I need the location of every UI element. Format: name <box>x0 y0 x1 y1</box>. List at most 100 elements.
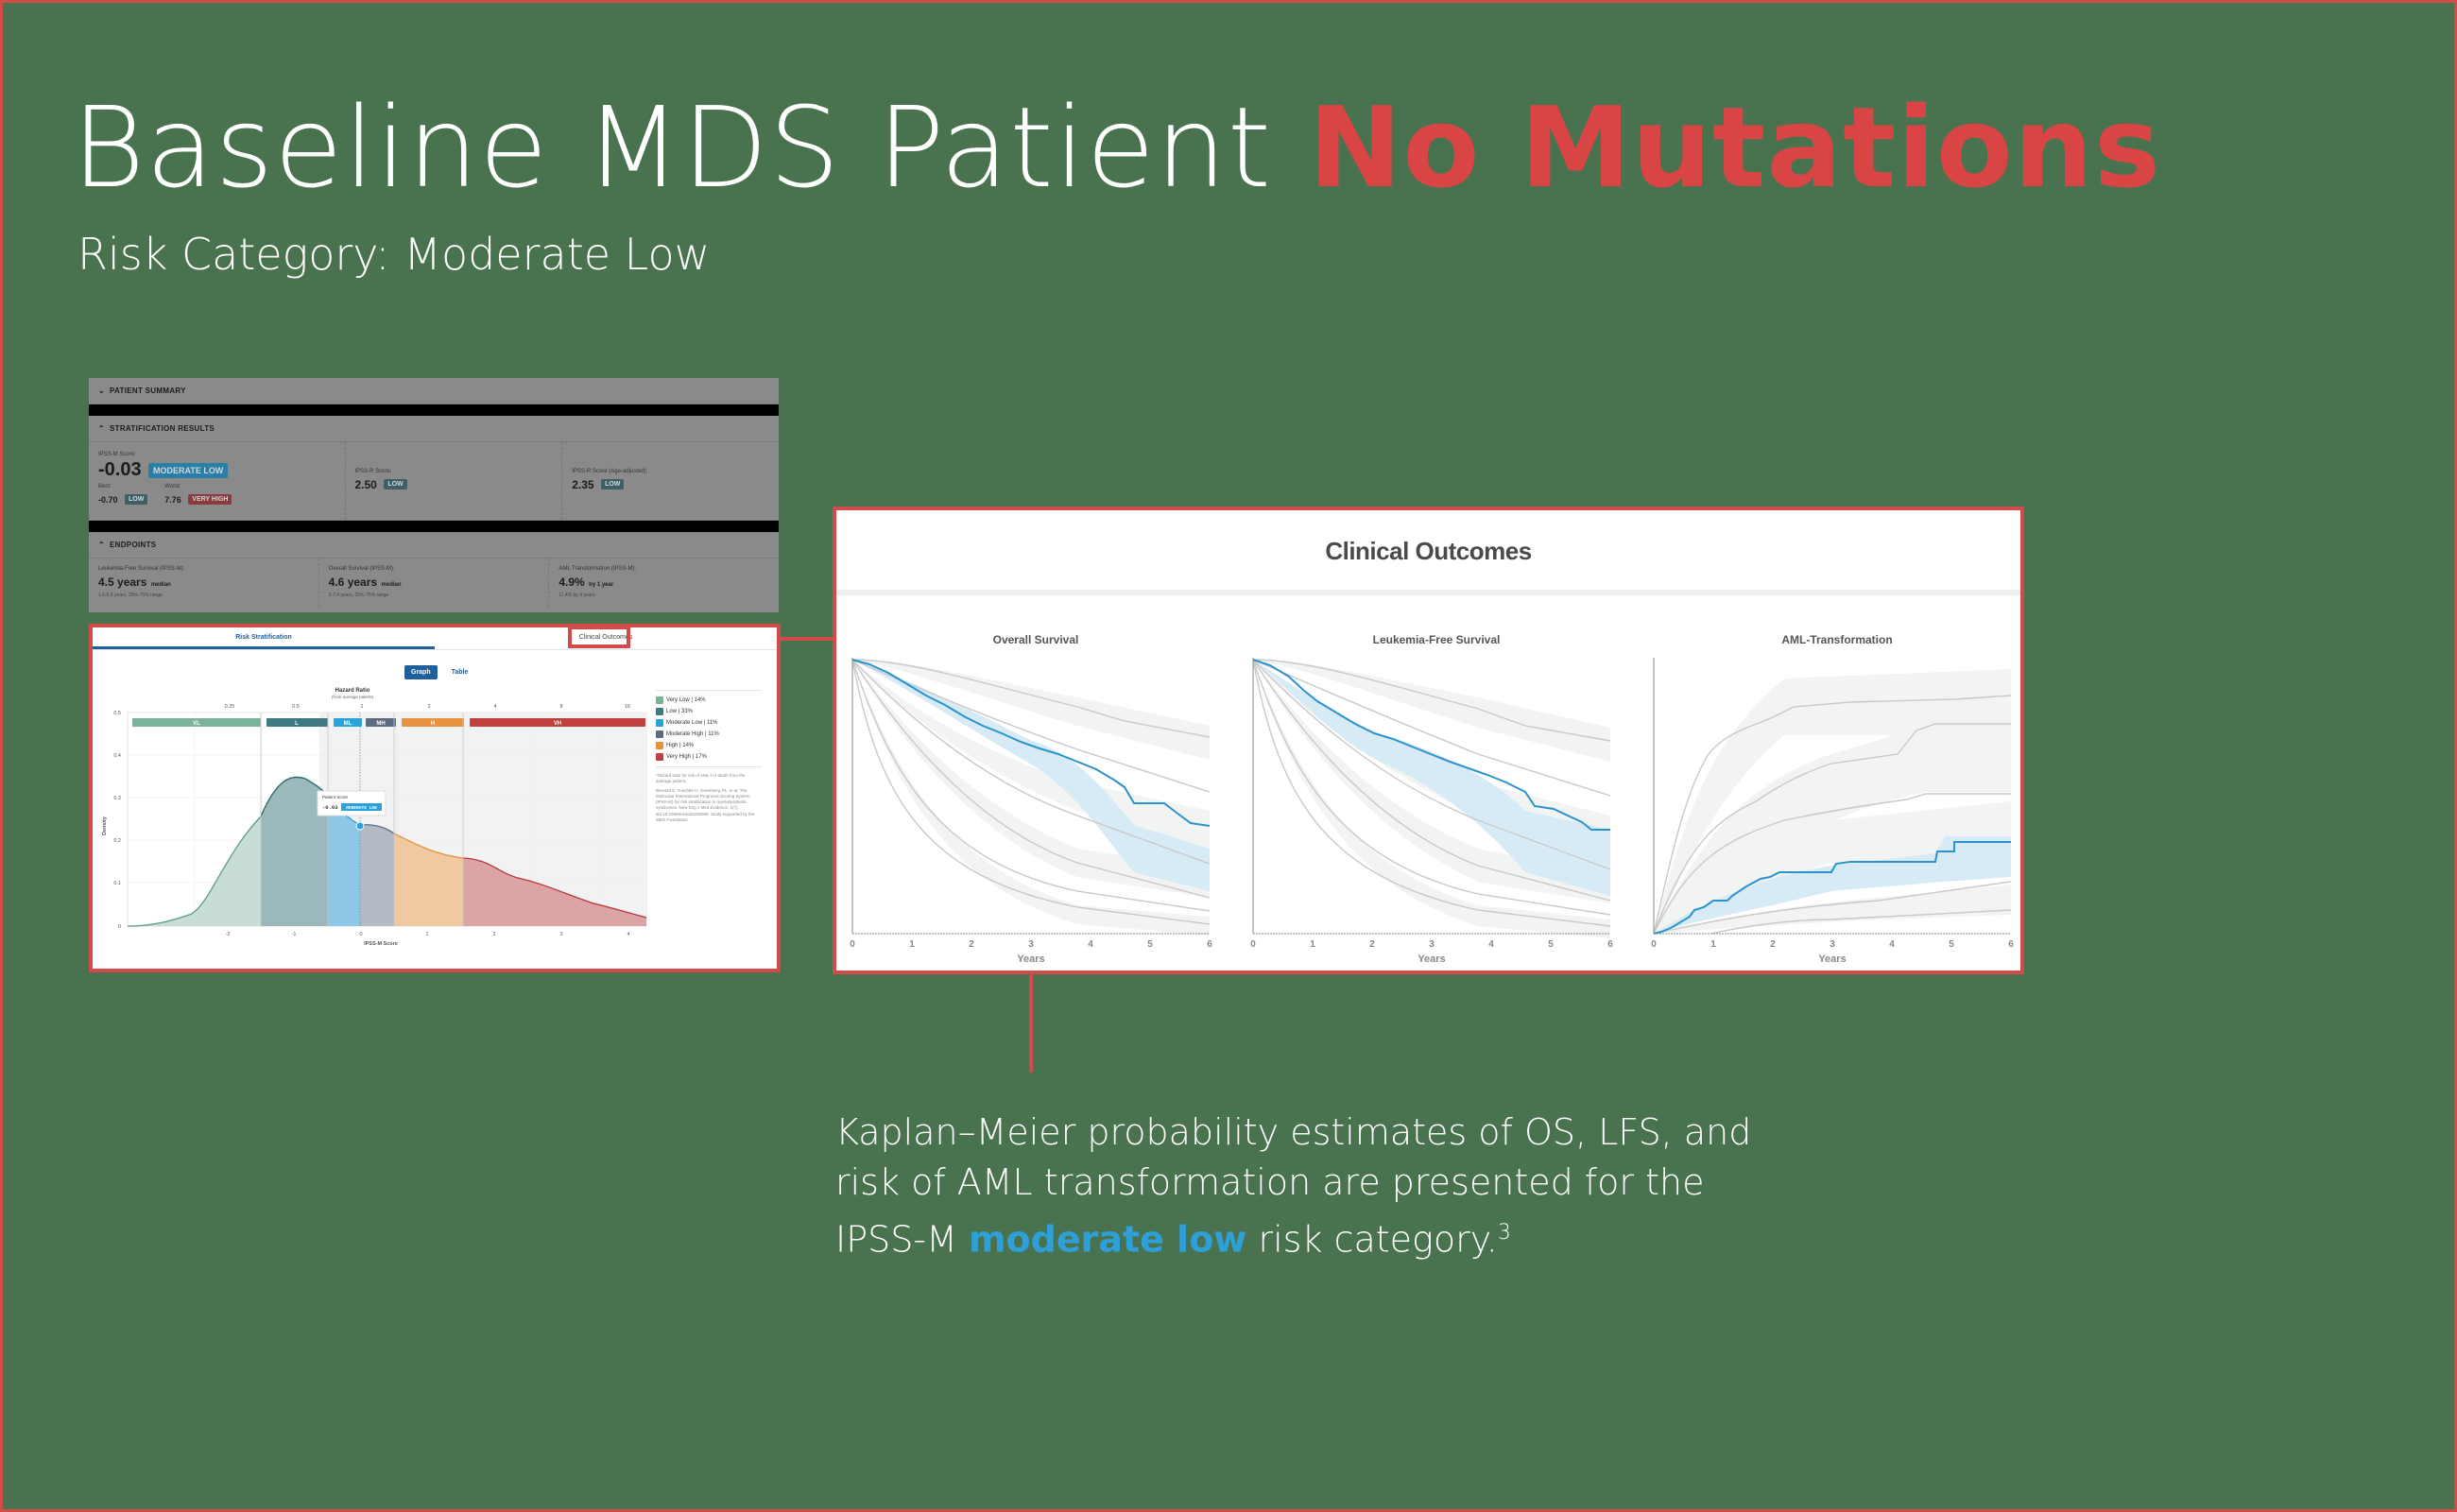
summary-panel: ⌄ PATIENT SUMMARY ⌃ STRATIFICATION RESUL… <box>89 378 779 612</box>
endpoint-note: 2-7.4 years, 25%-75% range <box>328 593 389 598</box>
status-badge: VERY HIGH <box>188 494 232 506</box>
patient-summary-header[interactable]: ⌄ PATIENT SUMMARY <box>89 378 779 404</box>
y-axis: 0 0.1 0.2 0.3 0.4 0.5 Density <box>102 711 121 930</box>
stratification-row: IPSS-M Score: -0.03 MODERATE LOW Best: -… <box>89 442 779 521</box>
x-tick: 0 <box>359 932 362 937</box>
band-label: ML <box>344 721 352 727</box>
section-label: PATIENT SUMMARY <box>110 387 186 395</box>
divider <box>656 690 762 691</box>
connector-line <box>781 637 833 641</box>
caption-highlight: moderate low <box>968 1218 1247 1261</box>
footnote-citation: Bernard E, Tuechler H, Greenberg PL, et … <box>656 787 755 823</box>
x-tick: 5 <box>1548 939 1554 950</box>
tooltip-title: Patient Score <box>322 795 349 799</box>
legend-item: Very Low | 14% <box>656 696 762 704</box>
ipssr-age-label: IPSS-R Score (Age-adjusted): <box>572 469 648 474</box>
hr-tick: 1 <box>360 704 363 710</box>
legend-label: Very Low <box>666 697 690 703</box>
footnote-hazard: *Hazard ratio for risk of AML-t or death… <box>656 773 746 784</box>
worst-label: Worst: <box>164 484 181 490</box>
x-tick: 6 <box>1207 939 1212 950</box>
caption-reference: 3 <box>1497 1221 1511 1245</box>
x-tick: 1 <box>1710 939 1716 950</box>
divider <box>656 766 762 767</box>
x-tick: 2 <box>969 939 974 950</box>
section-label: ENDPOINTS <box>110 541 157 549</box>
x-tick: 0 <box>1651 939 1657 950</box>
x-tick: 3 <box>1429 939 1435 950</box>
x-tick: 4 <box>1088 939 1093 950</box>
legend-label: Moderate High <box>666 731 704 737</box>
y-tick: 0.3 <box>113 796 121 801</box>
divider <box>89 404 779 416</box>
risk-legend: Very Low | 14% Low | 33% Moderate Low | … <box>656 690 762 826</box>
legend-swatch <box>656 730 663 738</box>
hr-title: Hazard Ratio <box>335 688 370 694</box>
stratification-results-header[interactable]: ⌃ STRATIFICATION RESULTS <box>89 416 779 442</box>
chevron-up-icon: ⌃ <box>98 424 106 433</box>
x-tick: 2 <box>492 932 495 937</box>
x-tick: 5 <box>1949 939 1954 950</box>
hr-ticks: 0.25 0.5 1 2 4 8 16 <box>225 704 630 710</box>
x-tick: 0 <box>850 939 855 950</box>
title-accent: No Mutations <box>1308 82 2162 213</box>
connector-line <box>1029 974 1033 1073</box>
tab-highlight-outline <box>568 627 630 648</box>
tab-clinical-outcomes[interactable]: Clinical Outcomes <box>578 634 633 641</box>
legend-label: Very High <box>666 754 692 760</box>
band-label: L <box>295 721 299 727</box>
x-tick: 6 <box>1607 939 1613 950</box>
best-score: Best: -0.70 LOW <box>98 484 148 508</box>
endpoints-row: Leukemia-Free Survival (IPSS-M): 4.5 yea… <box>89 558 779 608</box>
legend-pct: 11% <box>708 731 719 737</box>
graph-button[interactable]: Graph <box>404 665 438 679</box>
caption-post: risk category. <box>1246 1218 1498 1261</box>
chevron-up-icon: ⌃ <box>98 541 106 549</box>
x-tick: 3 <box>1830 939 1835 950</box>
band-label: MH <box>376 721 385 727</box>
chart-title-lfs: Leukemia-Free Survival <box>1372 633 1501 646</box>
x-axis-label: Years <box>1017 954 1044 962</box>
status-badge: LOW <box>384 479 407 490</box>
band-label: VH <box>554 721 561 727</box>
caption-text: Kaplan–Meier probability estimates of OS… <box>835 1108 1761 1265</box>
page-title: Baseline MDS Patient No Mutations <box>72 86 2161 210</box>
legend-item: Moderate Low | 11% <box>656 719 762 727</box>
chevron-down-icon: ⌄ <box>98 387 106 395</box>
legend-swatch <box>656 742 663 749</box>
aml-transformation-chart: 0 1 2 3 4 5 6 Years <box>1651 658 2014 962</box>
worst-score: Worst: 7.76 VERY HIGH <box>164 484 232 508</box>
endpoint-value: 4.5 years <box>98 575 147 589</box>
x-axis-label: IPSS-M Score <box>364 941 398 947</box>
legend-item: Moderate High | 11% <box>656 730 762 738</box>
legend-item: Very High | 17% <box>656 753 762 761</box>
legend-pct: 11% <box>706 720 718 726</box>
x-tick: 1 <box>425 932 428 937</box>
table-button[interactable]: Table <box>451 669 469 676</box>
hr-tick: 0.25 <box>225 704 235 710</box>
legend-pct: 33% <box>680 709 693 714</box>
ipssr-age-value: 2.35 <box>572 477 594 491</box>
legend-swatch <box>656 753 663 761</box>
ipssr-label: IPSS-R Score: <box>354 469 392 474</box>
endpoint-label: AML Transformation (IPSS-M): <box>558 566 637 572</box>
ipssr-age-score-cell: IPSS-R Score (Age-adjusted): 2.35 LOW <box>562 442 779 520</box>
legend-swatch <box>656 696 663 704</box>
caption-pre: Kaplan–Meier probability estimates of OS… <box>835 1111 1752 1261</box>
tab-risk-stratification[interactable]: Risk Stratification <box>93 627 435 649</box>
x-tick: 5 <box>1147 939 1153 950</box>
risk-stratification-panel: Risk Stratification Clinical Outcomes Gr… <box>89 624 781 972</box>
y-tick: 0.4 <box>113 753 121 759</box>
patient-score-marker[interactable] <box>355 821 365 831</box>
x-tick: 2 <box>1369 939 1375 950</box>
x-tick: 1 <box>1310 939 1315 950</box>
status-badge: LOW <box>601 479 625 490</box>
endpoints-header[interactable]: ⌃ ENDPOINTS <box>89 532 779 558</box>
divider <box>89 521 779 532</box>
y-tick: 0.1 <box>113 881 121 886</box>
legend-pct: 14% <box>694 697 706 703</box>
legend-item: Low | 33% <box>656 708 762 715</box>
x-tick: 4 <box>1889 939 1895 950</box>
ipssr-score-cell: IPSS-R Score: 2.50 LOW <box>346 442 563 520</box>
page-subtitle: Risk Category: Moderate Low <box>77 229 711 280</box>
